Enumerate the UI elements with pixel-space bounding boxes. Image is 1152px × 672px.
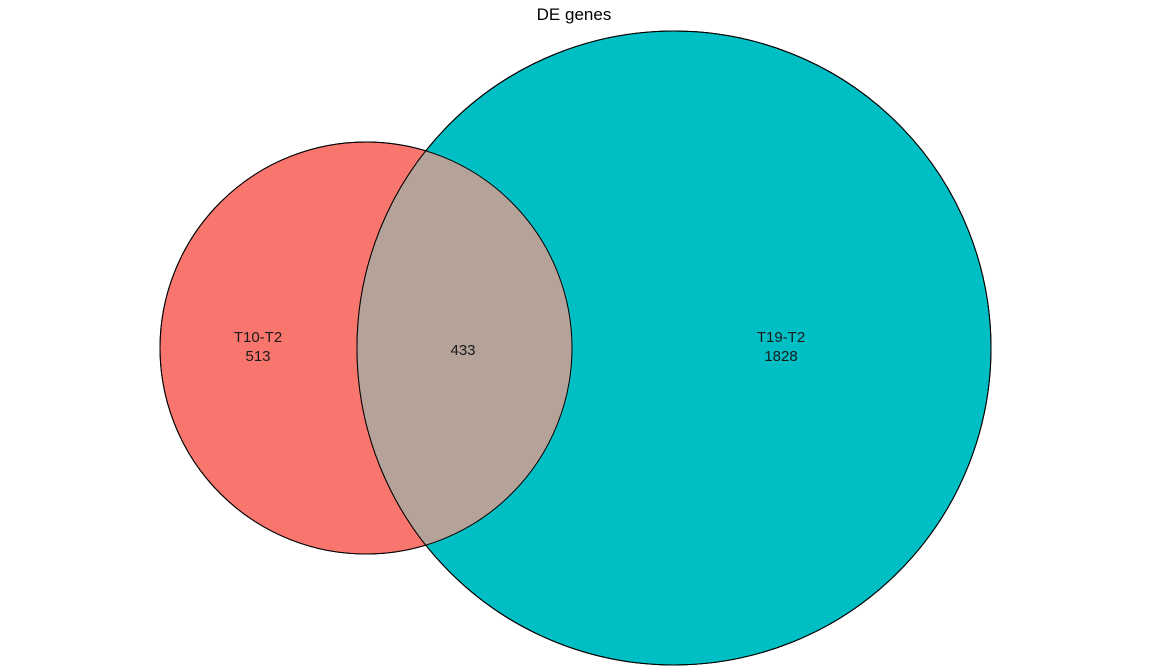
set-outline-t10-t2 <box>159 141 573 555</box>
set-label-t10-t2: T10-T2 <box>234 329 282 346</box>
set-count-t10-t2: 513 <box>245 348 270 365</box>
set-outline-t19-t2 <box>356 30 992 666</box>
diagram-title: DE genes <box>537 5 612 24</box>
set-label-t19-t2: T19-T2 <box>757 329 805 346</box>
intersection-count: 433 <box>450 342 475 359</box>
set-count-t19-t2: 1828 <box>764 348 797 365</box>
